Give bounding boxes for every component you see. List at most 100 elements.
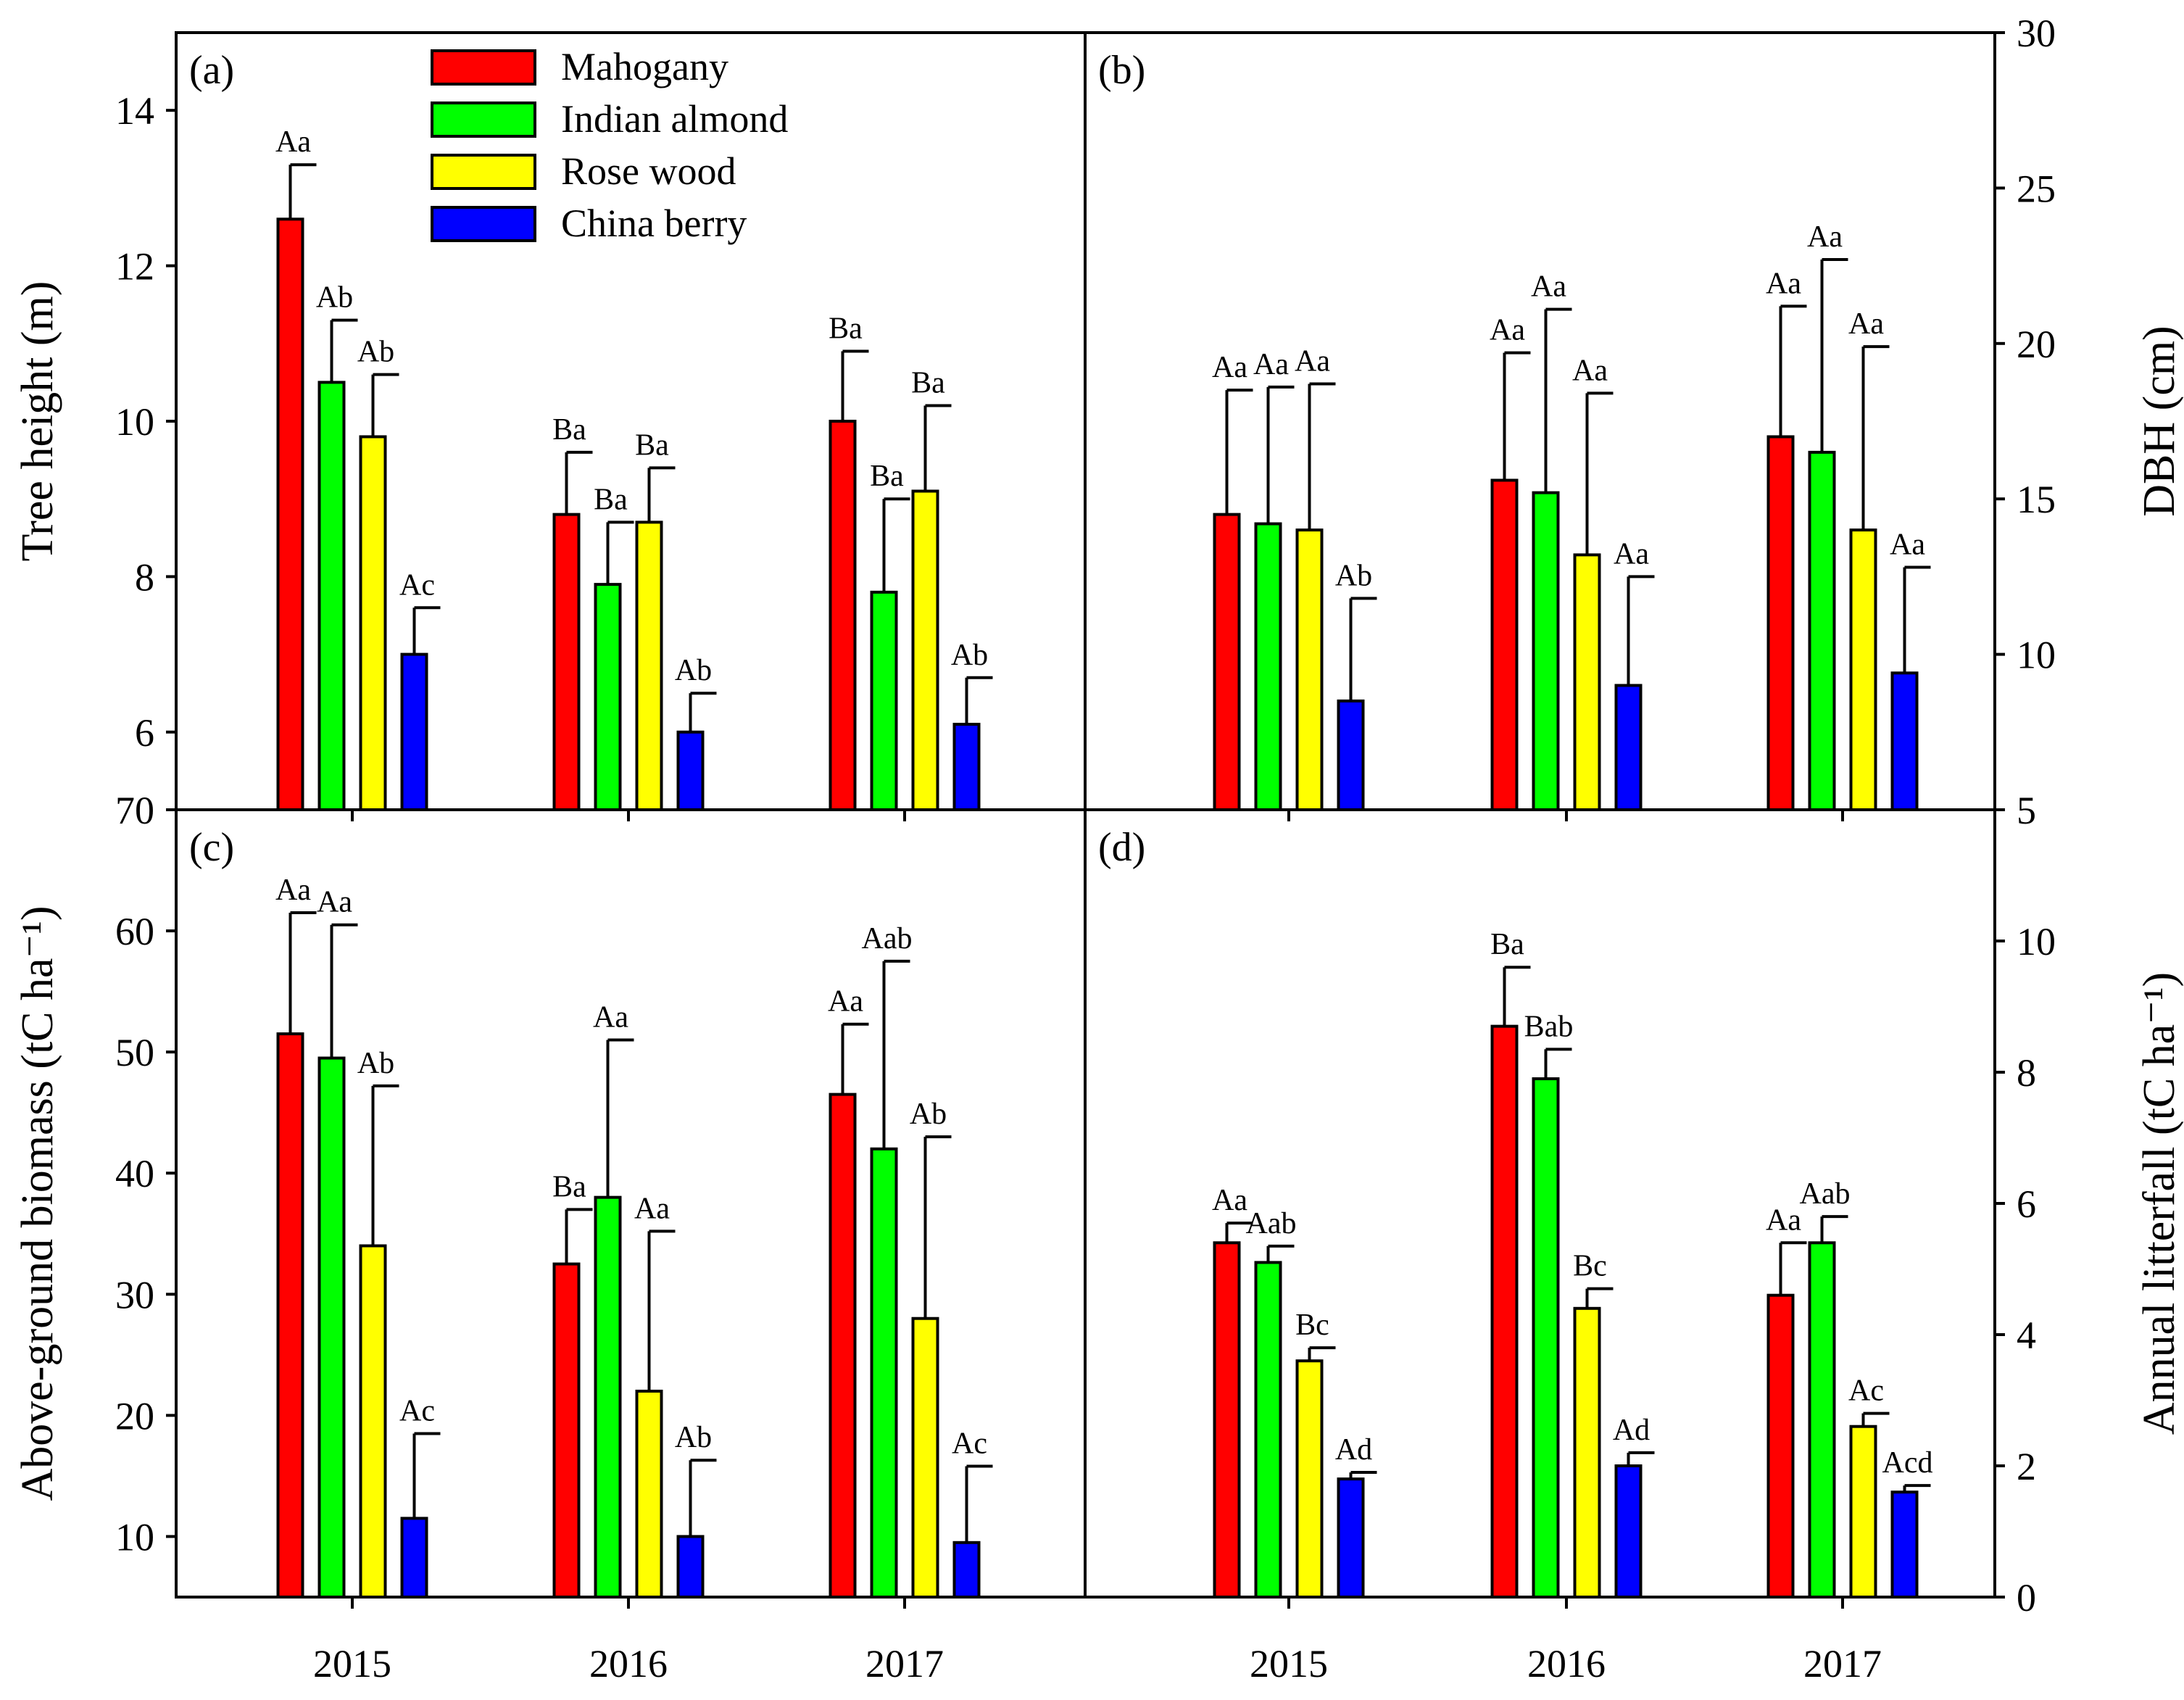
legend-item: Indian almond — [431, 97, 788, 141]
bar-china-berry-2016 — [1614, 1464, 1643, 1599]
significance-label: Aa — [1572, 354, 1608, 387]
bar-mahogany-2017 — [1766, 435, 1795, 811]
significance-label: Ba — [552, 1170, 586, 1203]
bar-china-berry-2016 — [676, 730, 705, 811]
x-tick-label: 2016 — [1527, 1642, 1606, 1686]
legend-label: Rose wood — [561, 149, 736, 193]
bar-rose-wood-2016 — [1573, 553, 1601, 811]
bar-indian-almond-2015 — [317, 381, 346, 811]
significance-label: Aa — [1212, 351, 1247, 384]
bar-rose-wood-2015 — [1295, 528, 1324, 812]
significance-label: Aab — [862, 922, 913, 955]
bar-rose-wood-2017 — [911, 1317, 939, 1599]
significance-label: Aa — [317, 886, 352, 919]
x-tick-label: 2015 — [313, 1642, 391, 1686]
y-axis-title: Above-ground biomass (tC ha⁻¹) — [13, 905, 62, 1501]
y-tick-label: 10 — [115, 1515, 154, 1559]
significance-label: Bc — [1573, 1250, 1607, 1283]
significance-label: Aa — [275, 874, 311, 907]
significance-label: Aab — [1246, 1207, 1297, 1240]
bar-china-berry-2017 — [952, 1541, 981, 1599]
y-tick-label: 2 — [2017, 1445, 2036, 1488]
significance-label: Aa — [1766, 1203, 1801, 1237]
significance-label: Bc — [1295, 1309, 1329, 1342]
legend-label: China berry — [561, 202, 747, 245]
significance-label: Aa — [1848, 307, 1884, 341]
bar-mahogany-2015 — [1213, 513, 1241, 811]
significance-label: Ad — [1335, 1433, 1372, 1467]
panel-letter: (a) — [189, 48, 234, 93]
bar-indian-almond-2016 — [594, 1195, 622, 1599]
legend-swatch — [431, 101, 536, 138]
significance-label: Aa — [1212, 1184, 1247, 1217]
y-tick-label: 40 — [115, 1152, 154, 1195]
significance-label: Ab — [675, 1421, 712, 1454]
significance-label: Aa — [593, 1000, 628, 1034]
bar-mahogany-2016 — [1490, 478, 1519, 811]
bar-indian-almond-2015 — [1254, 522, 1282, 812]
bar-rose-wood-2015 — [359, 1244, 387, 1599]
significance-label: Aa — [1890, 528, 1925, 562]
significance-label: Ab — [316, 281, 353, 315]
significance-label: Ab — [951, 639, 988, 672]
y-tick-label: 10 — [2017, 920, 2056, 963]
bar-rose-wood-2016 — [635, 1389, 663, 1599]
y-tick-label: 50 — [115, 1031, 154, 1074]
y-tick-label: 14 — [115, 89, 154, 133]
bar-mahogany-2016 — [1490, 1024, 1519, 1599]
significance-label: Ba — [635, 428, 669, 462]
panel-letter: (d) — [1098, 825, 1145, 870]
bar-mahogany-2016 — [552, 1262, 581, 1599]
x-tick-label: 2016 — [589, 1642, 668, 1686]
y-tick-label: 30 — [115, 1273, 154, 1317]
bar-rose-wood-2015 — [359, 435, 387, 811]
bar-mahogany-2016 — [552, 513, 581, 811]
significance-label: Ba — [829, 312, 863, 346]
significance-label: Ba — [870, 460, 904, 493]
panel-letter: (b) — [1098, 48, 1145, 93]
y-tick-label: 15 — [2017, 478, 2056, 521]
significance-label: Aa — [1614, 537, 1649, 571]
significance-label: Ac — [1848, 1374, 1884, 1408]
legend-item: China berry — [431, 202, 747, 245]
bar-mahogany-2015 — [276, 217, 304, 811]
significance-label: Aa — [1766, 267, 1801, 300]
significance-label: Ac — [952, 1427, 987, 1461]
significance-label: Ab — [1335, 559, 1372, 592]
y-tick-label: 20 — [115, 1394, 154, 1438]
x-tick-label: 2017 — [865, 1642, 944, 1686]
bar-china-berry-2017 — [952, 723, 981, 812]
bar-mahogany-2017 — [829, 420, 857, 811]
bar-rose-wood-2017 — [1849, 1425, 1877, 1599]
bar-indian-almond-2016 — [1532, 491, 1560, 812]
bar-china-berry-2016 — [1614, 684, 1643, 811]
y-tick-label: 20 — [2017, 323, 2056, 366]
bar-rose-wood-2016 — [1573, 1306, 1601, 1599]
y-axis-title: Annual litterfall (tC ha⁻¹) — [2135, 972, 2184, 1435]
significance-label: Acd — [1882, 1446, 1933, 1480]
y-tick-label: 10 — [2017, 634, 2056, 677]
significance-label: Aa — [1295, 345, 1330, 378]
y-tick-label: 5 — [2017, 789, 2036, 832]
y-tick-label: 10 — [115, 400, 154, 444]
bar-rose-wood-2016 — [635, 521, 663, 811]
y-tick-label: 6 — [2017, 1182, 2036, 1226]
bar-rose-wood-2017 — [911, 489, 939, 811]
bar-china-berry-2017 — [1890, 671, 1919, 811]
y-tick-label: 8 — [2017, 1051, 2036, 1095]
bar-china-berry-2015 — [1337, 699, 1365, 811]
bar-indian-almond-2016 — [1532, 1077, 1560, 1599]
significance-label: Ab — [357, 1047, 394, 1080]
legend-swatch — [431, 49, 536, 86]
significance-label: Aa — [1807, 220, 1843, 254]
bar-mahogany-2017 — [1766, 1293, 1795, 1599]
panel-d: (d) 0 2 4 6 8 10 Annual litterfall (tC ha⁻¹) 201… — [1084, 808, 2184, 1686]
y-tick-label: 60 — [115, 910, 154, 953]
significance-label: Aa — [275, 125, 311, 159]
significance-label: Aa — [1531, 270, 1566, 304]
bar-china-berry-2015 — [400, 652, 428, 811]
y-axis-title: DBH (cm) — [2135, 326, 2184, 516]
bar-rose-wood-2017 — [1849, 528, 1877, 812]
